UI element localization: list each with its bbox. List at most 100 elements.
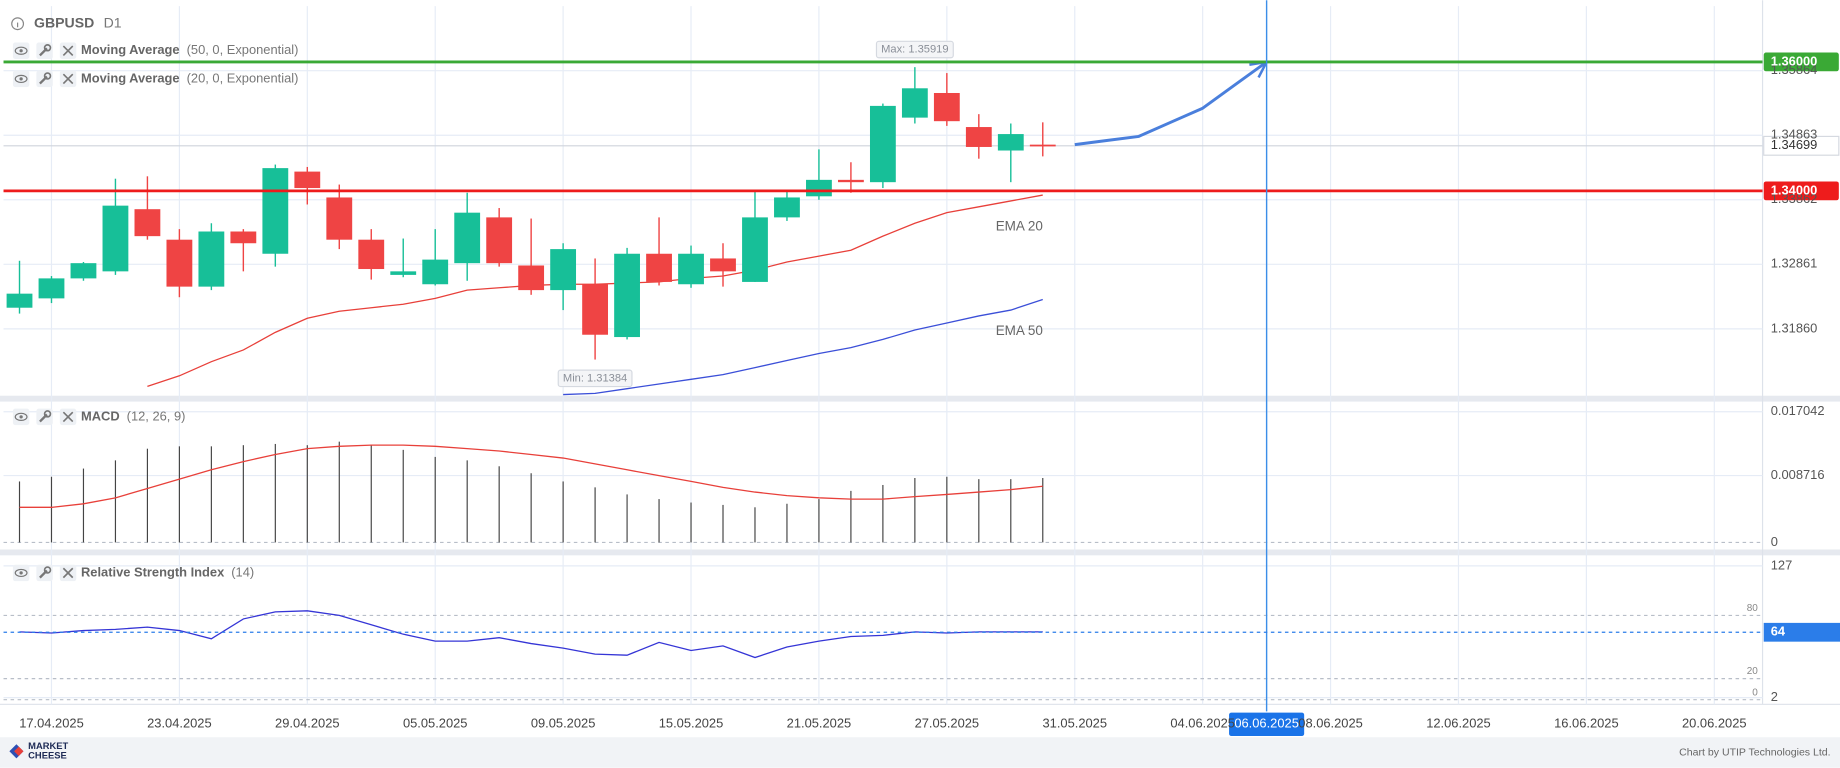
wrench-icon <box>43 44 52 52</box>
last-price-label: 1.34699 <box>1771 137 1818 152</box>
indicator-params: (14) <box>231 564 254 579</box>
y-tick-label: 1.33862 <box>1771 191 1818 206</box>
rsi-level-label: 0 <box>1752 687 1758 698</box>
y-tick-label: 2 <box>1771 689 1778 704</box>
eye-icon <box>19 77 23 81</box>
candle-body <box>582 284 609 335</box>
credit: Chart by UTIP Technologies Ltd. <box>1679 746 1830 758</box>
candle-body <box>422 259 449 285</box>
crosshair-tag <box>1229 712 1305 737</box>
extreme-annotation: Min: 1.31384 <box>563 372 627 384</box>
y-tick-label: 0 <box>1771 534 1778 549</box>
x-tick-label: 31.05.2025 <box>1042 716 1107 731</box>
indicator-params: (12, 26, 9) <box>127 408 186 423</box>
brand-text: CHEESE <box>28 750 67 760</box>
candle-body <box>997 134 1024 151</box>
wrench-icon <box>43 566 52 574</box>
eye-icon <box>19 415 23 419</box>
x-tick-label: 16.06.2025 <box>1554 716 1619 731</box>
wrench-icon <box>43 72 52 80</box>
marks-layer <box>6 62 1267 659</box>
signal-line <box>19 444 1043 508</box>
eye-icon <box>14 568 28 578</box>
indicator-params: (20, 0, Exponential) <box>187 70 299 85</box>
x-tick-label: 20.06.2025 <box>1682 716 1747 731</box>
candle-body <box>358 239 385 270</box>
eye-icon <box>14 412 28 421</box>
crosshair-label: 06.06.2025 <box>1234 716 1299 731</box>
brand-logo: MARKET CHEESE <box>9 741 69 760</box>
candle-body <box>742 217 768 282</box>
timeframe: D1 <box>104 14 122 30</box>
level-label: 1.34000 <box>1771 182 1818 197</box>
candle-body <box>230 231 257 244</box>
indicator-name: Relative Strength Index <box>81 564 225 579</box>
close-icon <box>62 73 74 85</box>
rsi-current-label: 64 <box>1771 624 1786 639</box>
indicator-name: MACD <box>81 408 120 423</box>
level-tag <box>1763 181 1839 201</box>
eye-icon <box>19 49 23 53</box>
y-tick-label: 0.008716 <box>1771 467 1825 482</box>
rsi-level-label: 80 <box>1747 603 1759 614</box>
candle-body <box>262 168 289 254</box>
candle-body <box>838 179 864 183</box>
candle-body <box>678 253 704 285</box>
x-tick-label: 04.06.2025 <box>1170 716 1235 731</box>
candle-body <box>901 88 928 118</box>
candle-body <box>102 205 129 272</box>
candle-body <box>6 293 33 308</box>
ema-line <box>563 298 1043 396</box>
indicator-params: (50, 0, Exponential) <box>187 42 299 57</box>
candle-body <box>38 278 65 299</box>
candle-body <box>550 249 577 291</box>
y-tick-label: 1.34863 <box>1771 127 1818 142</box>
candle-body <box>390 271 417 275</box>
x-tick-label: 15.05.2025 <box>659 716 724 731</box>
candle-body <box>774 197 800 218</box>
candle-body <box>518 265 545 291</box>
x-tick-label: 21.05.2025 <box>787 716 852 731</box>
annotation-box <box>875 40 954 59</box>
x-tick-label: 29.04.2025 <box>275 716 340 731</box>
x-tick-label: 08.06.2025 <box>1298 716 1363 731</box>
labels-layer: 17.04.2025 23.04.2025 29.04.2025 05.05.2025… <box>11 14 1825 731</box>
indicator-name: Moving Average <box>81 42 180 57</box>
panel-separator <box>0 395 1840 402</box>
x-tick-label: 05.05.2025 <box>403 716 468 731</box>
forecast-arrow <box>1074 62 1267 147</box>
wrench-icon <box>43 410 52 418</box>
candle-body <box>454 212 481 264</box>
rsi-current-tag <box>1763 622 1840 642</box>
annotation-box <box>557 369 633 388</box>
y-tick-label: 0.017042 <box>1771 403 1825 418</box>
info-icon <box>11 17 25 31</box>
footer-bar <box>0 737 1840 768</box>
rsi-line <box>19 610 1043 659</box>
y-tick-label: 127 <box>1771 557 1793 572</box>
candle-body <box>166 239 193 287</box>
indicator-name: Moving Average <box>81 70 180 85</box>
y-tick-label: 1.35864 <box>1771 62 1818 77</box>
candle-body <box>614 253 640 338</box>
candle-body <box>869 105 896 183</box>
rsi-level-label: 20 <box>1747 666 1759 677</box>
eye-icon <box>14 46 28 55</box>
candle-body <box>294 171 321 189</box>
candle-body <box>198 231 225 287</box>
y-tick-label: 1.32861 <box>1771 256 1818 271</box>
candle-body <box>710 258 736 272</box>
x-tick-label: 17.04.2025 <box>19 716 84 731</box>
candle-body <box>326 197 353 240</box>
close-icon <box>62 567 74 579</box>
overlay-layer <box>3 0 1840 737</box>
eye-icon <box>19 571 23 575</box>
candle-body <box>806 179 832 197</box>
ema-label: EMA 50 <box>996 323 1043 338</box>
x-tick-label: 09.05.2025 <box>531 716 596 731</box>
close-icon <box>62 411 74 423</box>
last-price-tag <box>1763 135 1840 156</box>
x-tick-label: 23.04.2025 <box>147 716 212 731</box>
